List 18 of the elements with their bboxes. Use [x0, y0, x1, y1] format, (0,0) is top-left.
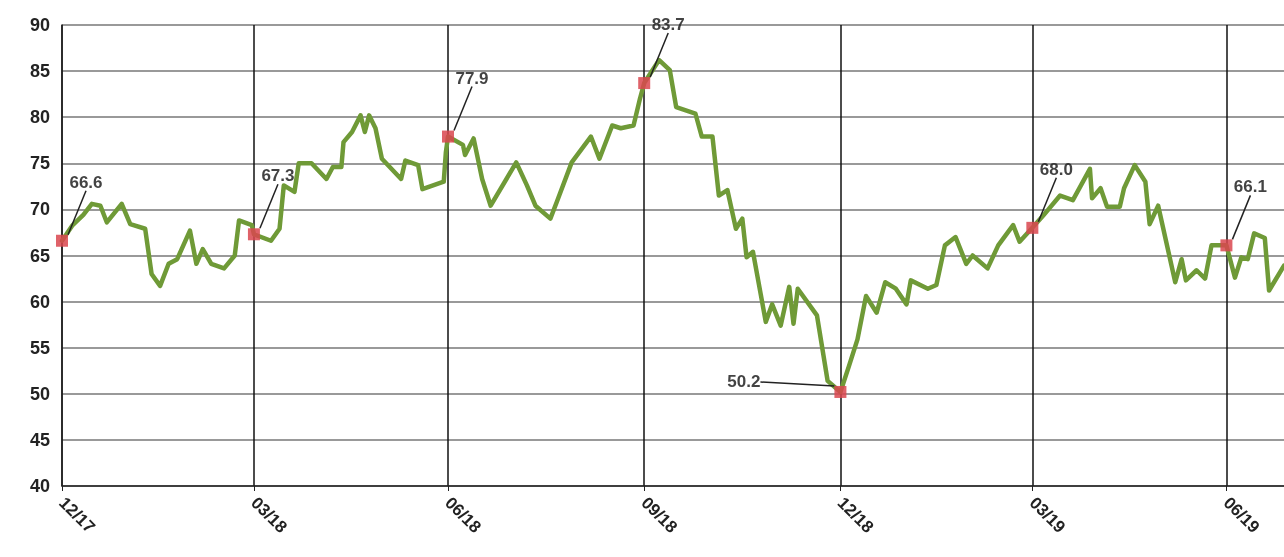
y-tick-label: 70	[29, 199, 50, 220]
y-tick-label: 75	[29, 153, 50, 174]
annotation: 77.9	[455, 68, 489, 88]
annotation: 83.7	[651, 15, 685, 35]
annotation: 66.1	[1233, 177, 1267, 197]
annotation: 68.0	[1039, 159, 1073, 179]
y-tick-label: 80	[29, 107, 50, 128]
annotation: 66.6	[69, 172, 103, 192]
y-tick-label: 50	[29, 383, 50, 404]
y-tick-label: 60	[29, 291, 50, 312]
y-tick-label: 65	[29, 245, 50, 266]
annotation: 67.3	[261, 166, 295, 186]
y-tick-label: 90	[29, 15, 50, 35]
y-tick-label: 40	[29, 476, 50, 496]
y-tick-label: 45	[29, 429, 50, 450]
y-tick-label: 55	[29, 337, 50, 358]
y-tick-label: 85	[29, 61, 50, 82]
annotation: 50.2	[727, 372, 761, 392]
